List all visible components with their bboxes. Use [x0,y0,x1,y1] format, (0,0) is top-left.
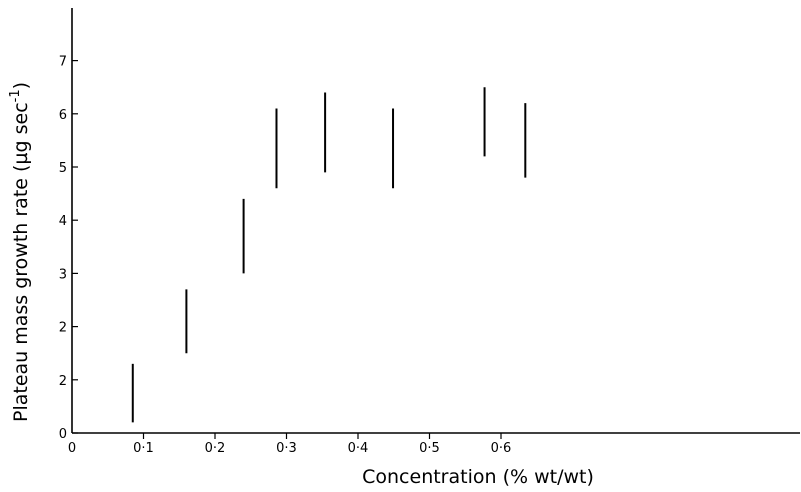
range-bars [131,87,527,423]
y-axis-title: Plateau mass growth rate (µg sec-1) [8,82,32,422]
x-tick-label: 0·3 [276,441,297,456]
y-axis-title-main: Plateau mass growth rate (µg sec [10,102,32,422]
y-tick-label: 5 [59,161,67,176]
x-tick-label: 0·5 [419,441,440,456]
x-ticks: 0 0·1 0·2 0·3 0·4 0·5 0·6 [68,433,511,456]
y-ticks: 0 2 2 3 4 5 6 7 [59,55,78,442]
x-tick-label: 0·2 [205,441,226,456]
x-tick-label: 0·1 [133,441,154,456]
y-tick-label: 6 [59,108,67,123]
x-axis-title: Concentration (% wt/wt) [362,466,594,488]
x-tick-label: 0·6 [491,441,512,456]
y-tick-label: 2 [59,374,67,389]
x-tick-label: 0·4 [348,441,369,456]
y-axis-title-superscript: -1 [8,89,23,102]
x-tick-label: 0 [68,441,76,456]
y-axis-title-close: ) [10,82,32,89]
plot-area: 0 0·1 0·2 0·3 0·4 0·5 0·6 0 2 2 3 4 5 6 7 [59,8,800,456]
y-tick-label: 3 [59,267,67,282]
y-tick-label: 7 [59,55,67,70]
y-tick-label: 2 [59,321,67,336]
y-tick-label: 0 [59,427,67,442]
y-tick-label: 4 [59,214,67,229]
